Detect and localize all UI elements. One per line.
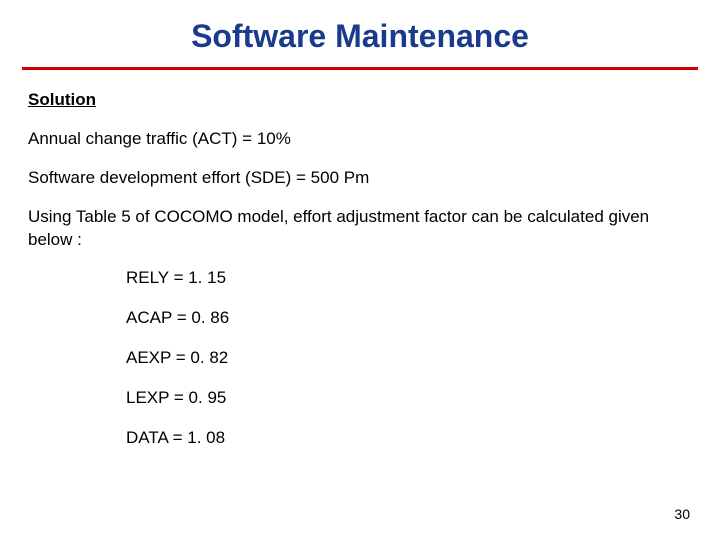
content-area: Solution Annual change traffic (ACT) = 1… <box>0 70 720 448</box>
factor-aexp: AEXP = 0. 82 <box>126 348 692 368</box>
factor-acap: ACAP = 0. 86 <box>126 308 692 328</box>
factor-rely: RELY = 1. 15 <box>126 268 692 288</box>
factor-list: RELY = 1. 15 ACAP = 0. 86 AEXP = 0. 82 L… <box>126 268 692 448</box>
factor-lexp: LEXP = 0. 95 <box>126 388 692 408</box>
body-line-intro: Using Table 5 of COCOMO model, effort ad… <box>28 206 692 252</box>
body-line-act: Annual change traffic (ACT) = 10% <box>28 128 692 151</box>
solution-heading: Solution <box>28 90 692 110</box>
slide-title: Software Maintenance <box>0 0 720 67</box>
body-line-sde: Software development effort (SDE) = 500 … <box>28 167 692 190</box>
page-number: 30 <box>674 506 690 522</box>
factor-data: DATA = 1. 08 <box>126 428 692 448</box>
